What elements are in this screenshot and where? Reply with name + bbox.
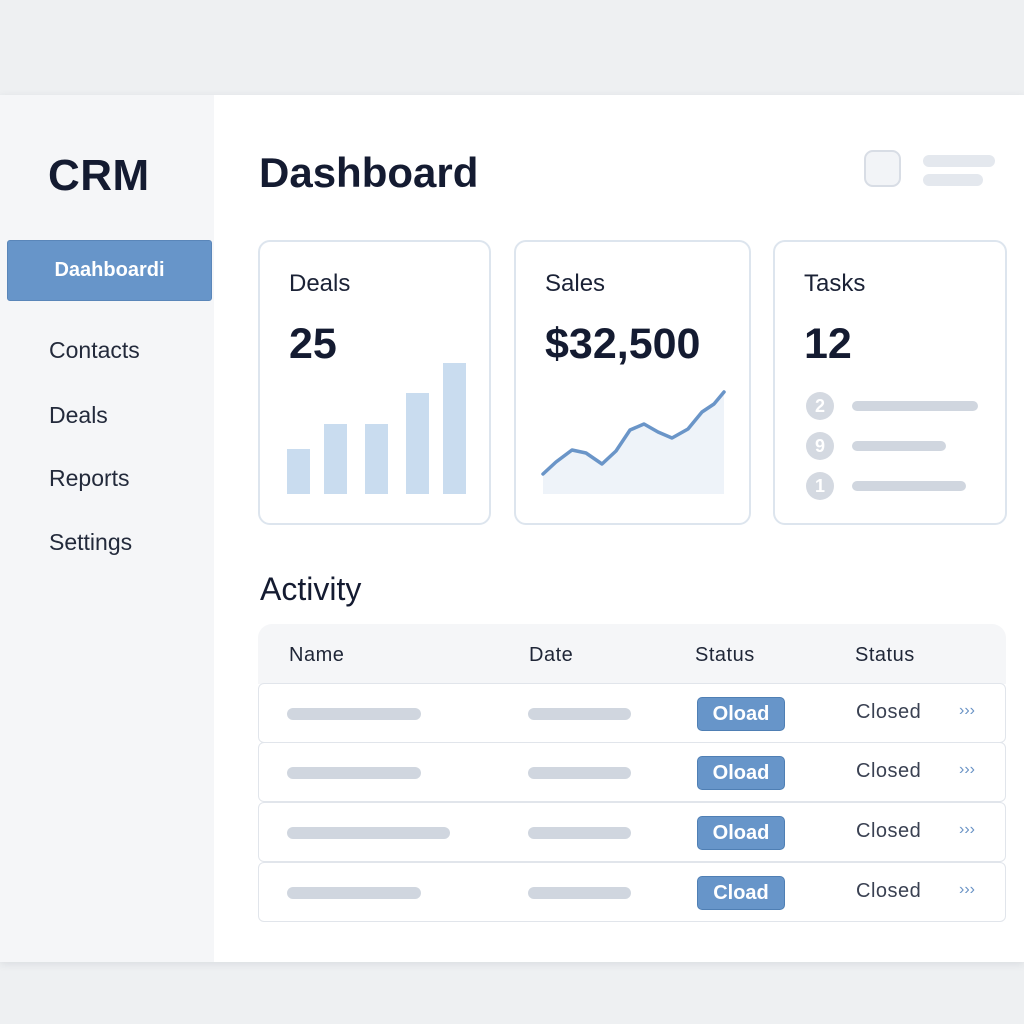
status-text: Closed [856, 701, 922, 723]
table-header: Name Date Status Status [258, 624, 1006, 684]
column-header-status-2[interactable]: Status [855, 644, 915, 666]
date-placeholder [528, 708, 631, 720]
name-placeholder [287, 767, 421, 779]
status-badge[interactable]: Oload [697, 756, 785, 790]
sidebar-item-dashboard[interactable]: Daahboardi [7, 240, 212, 301]
name-placeholder [287, 887, 421, 899]
tasks-card[interactable]: Tasks 12 2 9 1 [773, 240, 1007, 525]
bar-1 [287, 449, 310, 494]
column-header-date[interactable]: Date [529, 644, 574, 666]
bar-4 [406, 393, 429, 494]
deals-card-title: Deals [289, 270, 351, 297]
sidebar-item-deals[interactable]: Deals [49, 402, 108, 428]
table-row[interactable]: Oload Closed ››› [258, 683, 1006, 743]
deals-card[interactable]: Deals 25 [258, 240, 491, 525]
task-placeholder [852, 441, 946, 451]
sales-card[interactable]: Sales $32,500 [514, 240, 751, 525]
chevron-right-icon[interactable]: ››› [959, 761, 975, 778]
chevron-right-icon[interactable]: ››› [959, 881, 975, 898]
activity-table: Name Date Status Status Oload Closed ›››… [258, 624, 1006, 922]
status-text: Closed [856, 760, 922, 782]
app-window: CRM Daahboardi Contacts Deals Reports Se… [0, 95, 1024, 962]
task-placeholder [852, 401, 978, 411]
table-row[interactable]: Oload Closed ››› [258, 802, 1006, 862]
table-row[interactable]: Cload Closed ››› [258, 862, 1006, 922]
bar-3 [365, 424, 388, 494]
column-header-status[interactable]: Status [695, 644, 755, 666]
date-placeholder [528, 827, 631, 839]
sales-card-title: Sales [545, 270, 606, 297]
status-text: Closed [856, 880, 922, 902]
sales-card-value: $32,500 [545, 320, 701, 368]
avatar-placeholder-icon[interactable] [864, 150, 901, 187]
date-placeholder [528, 767, 631, 779]
brand-logo: CRM [48, 151, 150, 200]
task-count-badge: 2 [806, 392, 834, 420]
bar-2 [324, 424, 347, 494]
page-title: Dashboard [259, 149, 479, 196]
date-placeholder [528, 887, 631, 899]
sales-line [541, 390, 726, 476]
task-count-badge: 1 [806, 472, 834, 500]
status-badge[interactable]: Oload [697, 816, 785, 850]
table-row[interactable]: Oload Closed ››› [258, 742, 1006, 802]
sidebar: CRM Daahboardi Contacts Deals Reports Se… [0, 95, 214, 962]
tasks-card-value: 12 [804, 320, 852, 368]
task-placeholder [852, 481, 966, 491]
task-item[interactable]: 9 [806, 432, 946, 460]
status-badge[interactable]: Oload [697, 697, 785, 731]
name-placeholder [287, 708, 421, 720]
chevron-right-icon[interactable]: ››› [959, 821, 975, 838]
menu-lines-icon[interactable] [923, 155, 995, 167]
sidebar-item-settings[interactable]: Settings [49, 529, 133, 555]
task-item[interactable]: 2 [806, 392, 978, 420]
chevron-right-icon[interactable]: ››› [959, 702, 975, 719]
column-header-name[interactable]: Name [289, 644, 345, 666]
status-text: Closed [856, 820, 922, 842]
sales-area [543, 392, 724, 494]
activity-title: Activity [260, 571, 362, 607]
sidebar-item-contacts[interactable]: Contacts [49, 337, 140, 363]
tasks-card-title: Tasks [804, 270, 866, 297]
status-badge[interactable]: Cload [697, 876, 785, 910]
task-count-badge: 9 [806, 432, 834, 460]
menu-lines-icon-bar [923, 174, 983, 186]
line-chart-icon [541, 390, 726, 494]
sidebar-item-reports[interactable]: Reports [49, 465, 130, 491]
deals-card-value: 25 [289, 320, 337, 368]
bar-5 [443, 363, 466, 494]
bar-chart-icon [287, 363, 466, 494]
task-item[interactable]: 1 [806, 472, 966, 500]
name-placeholder [287, 827, 450, 839]
